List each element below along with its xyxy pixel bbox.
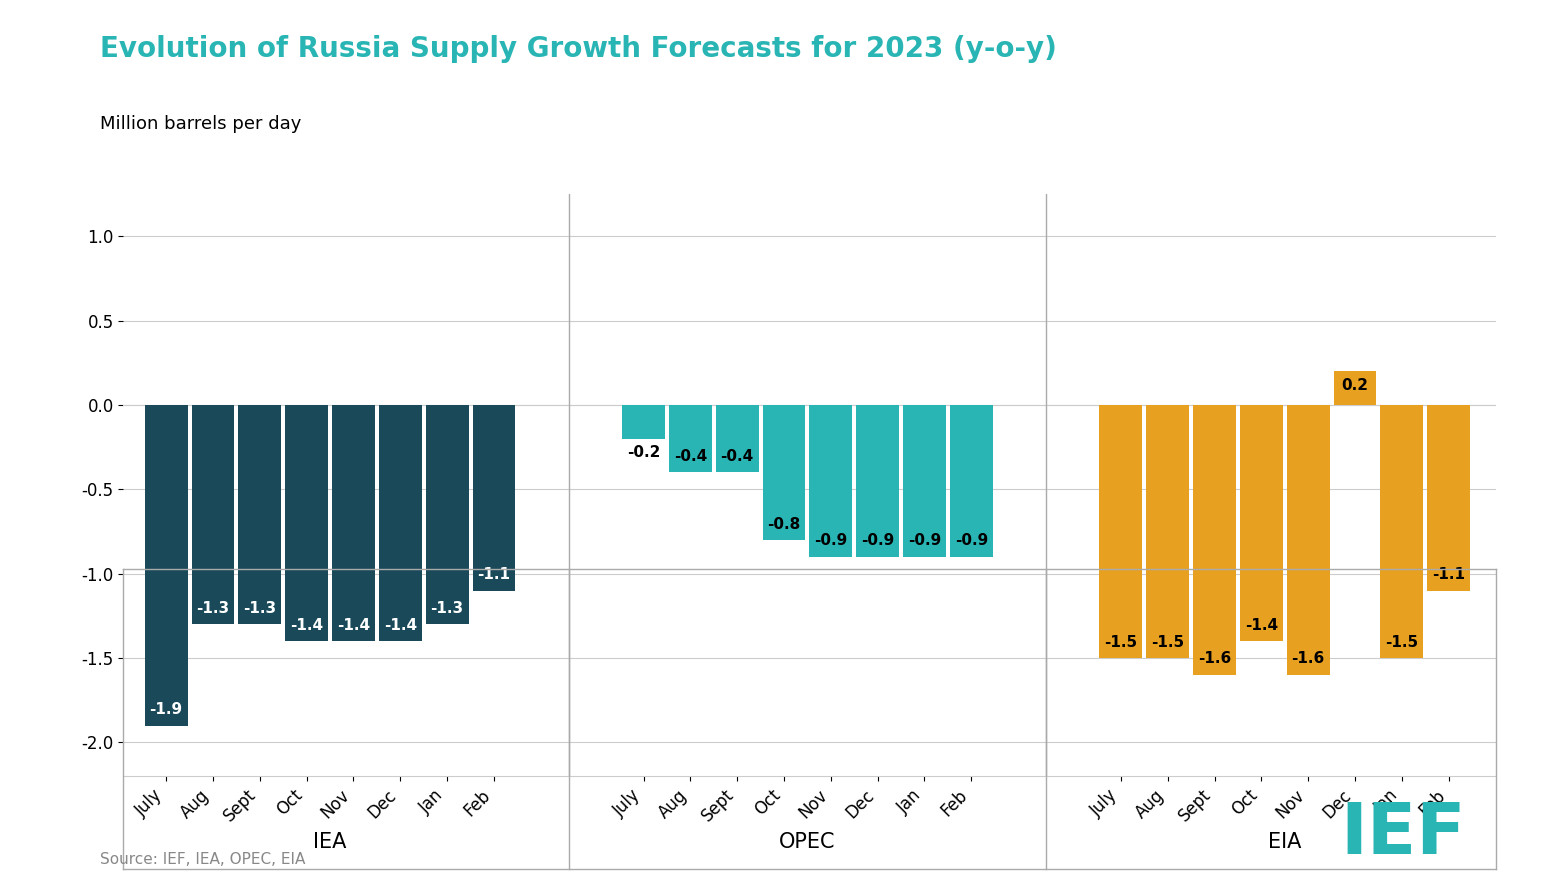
Text: Source: IEF, IEA, OPEC, EIA: Source: IEF, IEA, OPEC, EIA (100, 852, 305, 868)
Text: -0.2: -0.2 (628, 445, 660, 460)
Text: -0.4: -0.4 (720, 449, 754, 464)
Text: -1.4: -1.4 (336, 617, 370, 632)
Bar (1099, 405, 1143, 658)
Bar (472, 405, 515, 591)
Bar (191, 405, 234, 624)
Text: -1.3: -1.3 (430, 601, 464, 616)
Text: OPEC: OPEC (779, 833, 836, 852)
Bar (1380, 405, 1423, 658)
Text: -1.6: -1.6 (1198, 652, 1231, 667)
Bar (1428, 405, 1470, 591)
Bar (332, 405, 375, 641)
Bar (379, 405, 421, 641)
Bar (1240, 405, 1283, 641)
Text: -1.3: -1.3 (244, 601, 276, 616)
Text: -0.8: -0.8 (768, 517, 800, 532)
Text: -0.9: -0.9 (860, 534, 894, 549)
Bar (1194, 405, 1237, 675)
Text: 0.2: 0.2 (1342, 378, 1368, 393)
Bar (621, 405, 665, 438)
Text: -1.9: -1.9 (150, 702, 183, 717)
Bar (426, 405, 469, 624)
Text: IEA: IEA (313, 833, 347, 852)
Bar (669, 405, 712, 473)
Text: IEF: IEF (1340, 800, 1466, 869)
Text: -0.9: -0.9 (954, 534, 988, 549)
Bar (763, 405, 805, 540)
Bar (145, 405, 188, 726)
Bar (1146, 405, 1189, 658)
Bar (1286, 405, 1329, 675)
Text: -1.5: -1.5 (1385, 635, 1419, 650)
Bar (810, 405, 853, 557)
Text: -0.9: -0.9 (814, 534, 848, 549)
Bar (904, 405, 945, 557)
Text: -0.4: -0.4 (674, 449, 706, 464)
Bar (285, 405, 328, 641)
Bar (239, 405, 281, 624)
Text: -1.5: -1.5 (1104, 635, 1138, 650)
Text: -0.9: -0.9 (908, 534, 941, 549)
Text: EIA: EIA (1268, 833, 1301, 852)
Text: Evolution of Russia Supply Growth Forecasts for 2023 (y-o-y): Evolution of Russia Supply Growth Foreca… (100, 35, 1058, 64)
Text: -1.4: -1.4 (1244, 617, 1278, 632)
Bar (715, 405, 759, 473)
Text: -1.3: -1.3 (196, 601, 230, 616)
Text: -1.4: -1.4 (384, 617, 416, 632)
Bar (1334, 371, 1377, 405)
Text: -1.5: -1.5 (1152, 635, 1184, 650)
Bar (950, 405, 993, 557)
Text: Million barrels per day: Million barrels per day (100, 115, 302, 132)
Text: -1.6: -1.6 (1292, 652, 1325, 667)
Bar (856, 405, 899, 557)
Text: -1.1: -1.1 (1433, 567, 1465, 582)
Text: -1.4: -1.4 (290, 617, 324, 632)
Text: -1.1: -1.1 (478, 567, 510, 582)
